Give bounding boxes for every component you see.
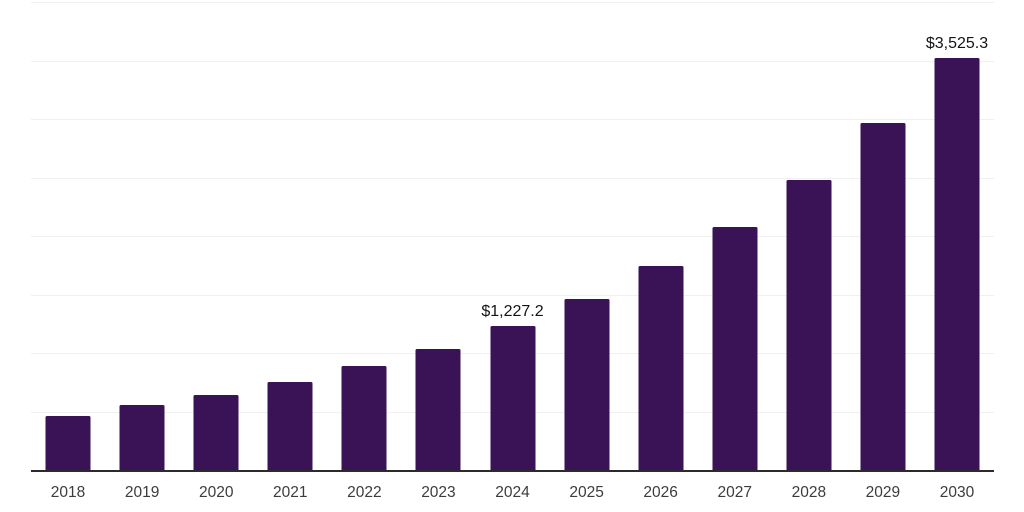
bar-2020 [193,394,239,470]
x-axis-tick-labels: 2018 2019 2020 2021 2022 2023 2024 2025 2026 2027… [31,484,994,502]
x-tick-label-2022: 2022 [347,484,382,501]
x-tick-label-2028: 2028 [791,484,827,501]
bar-slot-2020 [179,2,253,470]
x-axis-line [31,470,994,472]
bar-slot-2027 [698,2,772,470]
bar-2024 [490,326,535,470]
value-label-2024: $1,227.2 [481,303,544,321]
bar-2019 [119,405,165,470]
bar-2026 [638,265,684,470]
bar-2022 [341,366,387,470]
bar-2030 [934,57,980,470]
bar-2023 [415,349,461,470]
bar-2025 [564,299,610,470]
gridline-1500 [31,294,994,296]
gridline-2500 [31,177,994,179]
x-tick-label-2025: 2025 [569,484,604,501]
bar-slot-2030: $3,525.3 [920,2,994,470]
bar-slot-2024: $1,227.2 [475,2,549,470]
x-tick-label-2019: 2019 [124,484,160,501]
bar-slot-2026 [624,2,698,470]
x-tick-label-2020: 2020 [198,484,234,501]
x-tick-label-2024: 2024 [495,484,530,501]
bar-slot-2025 [550,2,624,470]
x-tick-label-2029: 2029 [865,484,901,501]
bar-2027 [712,226,758,470]
bar-series: $1,227.2 $3,525.3 [31,2,994,470]
bar-slot-2028 [772,2,846,470]
bar-2029 [860,123,906,470]
x-tick-label-2021: 2021 [273,484,308,501]
gridline-3000 [31,119,994,120]
x-tick-label-2026: 2026 [643,484,678,501]
value-label-2030: $3,525.3 [925,34,989,52]
bar-slot-2029 [846,2,920,470]
bar-slot-2021 [253,2,327,470]
gridline-3500 [31,60,994,62]
x-tick-label-2030: 2030 [939,484,975,501]
bar-slot-2019 [105,2,179,470]
bar-2018 [45,415,91,470]
bar-slot-2022 [327,2,401,470]
x-tick-label-2027: 2027 [717,484,752,501]
bar-slot-2018 [31,2,105,470]
bar-2021 [267,382,313,470]
gridline-2000 [31,236,994,237]
plot-area: $1,227.2 $3,525.3 [31,2,994,470]
bar-2028 [786,180,832,470]
bar-slot-2023 [401,2,475,470]
x-tick-label-2023: 2023 [421,484,456,501]
gridline-4000 [31,2,994,3]
x-tick-label-2018: 2018 [50,484,86,501]
